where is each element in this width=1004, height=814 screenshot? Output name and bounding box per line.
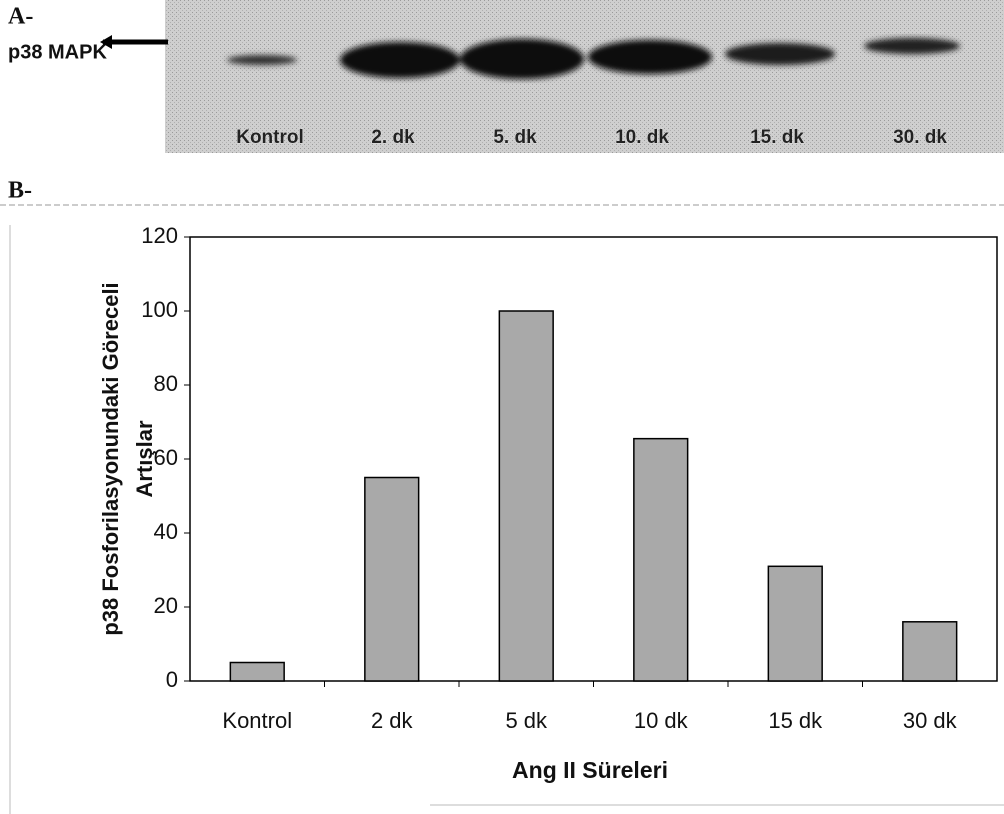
lane-label: 5. dk — [493, 127, 537, 148]
lane-label: 30. dk — [893, 127, 947, 148]
x-tick-label: 15 dk — [768, 708, 823, 733]
x-tick-label: 10 dk — [634, 708, 689, 733]
bar — [903, 622, 957, 681]
x-tick-label: 30 dk — [903, 708, 958, 733]
y-tick-label: 80 — [154, 371, 178, 396]
y-axis-title: p38 Fosforilasyonundaki Göreceli — [98, 282, 123, 635]
x-tick-label: 2 dk — [371, 708, 414, 733]
x-tick-label: Kontrol — [222, 708, 292, 733]
figure: A- p38 MAPK B- Ang II Süreleri p38 Fosfo… — [0, 0, 1004, 814]
lane-label: Kontrol — [236, 127, 304, 148]
lane-label: 10. dk — [615, 127, 669, 148]
panel-label: A- — [8, 4, 33, 30]
bar — [499, 311, 553, 681]
y-tick-label: 60 — [154, 445, 178, 470]
bar — [230, 663, 284, 682]
x-tick-label: 5 dk — [505, 708, 548, 733]
bar — [634, 439, 688, 681]
y-tick-label: 100 — [141, 297, 178, 322]
x-axis-title: Ang II Süreleri — [512, 757, 668, 783]
y-tick-label: 40 — [154, 519, 178, 544]
panel-label: B- — [8, 178, 32, 204]
y-tick-label: 120 — [141, 223, 178, 248]
y-tick-label: 20 — [154, 593, 178, 618]
lane-label: 15. dk — [750, 127, 804, 148]
plot-frame — [190, 237, 997, 681]
protein-label: p38 MAPK — [8, 41, 107, 63]
y-tick-label: 0 — [166, 667, 178, 692]
bar — [365, 478, 419, 682]
lane-label: 2. dk — [371, 127, 415, 148]
bar — [768, 566, 822, 681]
